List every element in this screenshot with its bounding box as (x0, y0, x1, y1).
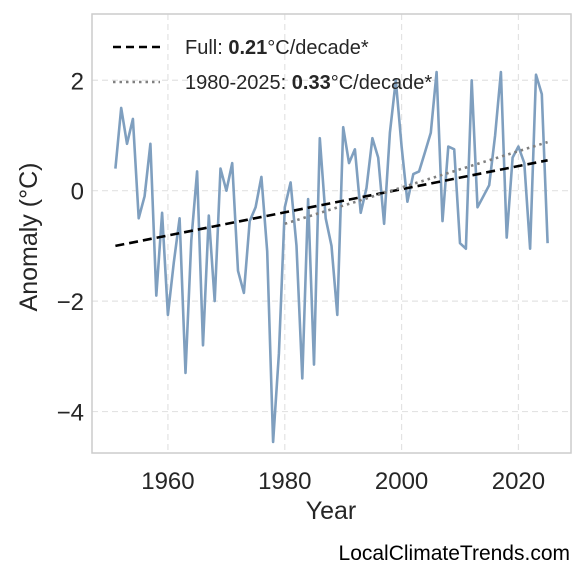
trend-line-full (115, 159, 548, 248)
anomaly-series-line (114, 70, 549, 444)
x-tick-label-1980: 1980 (258, 468, 311, 495)
watermark-text: LocalClimateTrends.com (339, 542, 570, 565)
legend-recent-value: 0.33 (292, 72, 331, 94)
x-axis-label: Year (306, 497, 357, 525)
x-tick-label-1960: 1960 (141, 468, 194, 495)
legend-full-prefix: Full: (185, 37, 228, 59)
legend-label-full: Full: 0.21°C/decade* (185, 37, 369, 59)
y-axis-label: Anomaly (°C) (15, 163, 43, 312)
y-tick-label-3: 2 (71, 68, 84, 95)
plot-frame (91, 13, 572, 454)
trend-line-1980-2025 (284, 140, 548, 226)
series-layer (114, 70, 549, 444)
tick-labels: 1960 1980 2000 2020 −4 −2 0 2 (57, 68, 545, 495)
x-tick-label-2000: 2000 (375, 468, 428, 495)
y-tick-label-2: 0 (71, 179, 84, 206)
y-tick-label-1: −2 (57, 289, 84, 316)
legend-label-recent: 1980-2025: 0.33°C/decade* (185, 72, 432, 94)
grid (92, 14, 571, 453)
legend: Full: 0.21°C/decade* 1980-2025: 0.33°C/d… (113, 37, 432, 94)
y-tick-label-0: −4 (57, 400, 84, 427)
legend-recent-prefix: 1980-2025: (185, 72, 292, 94)
legend-recent-suffix: °C/decade* (331, 72, 433, 94)
legend-full-value: 0.21 (228, 37, 267, 59)
legend-full-suffix: °C/decade* (267, 37, 369, 59)
x-tick-label-2020: 2020 (492, 468, 545, 495)
